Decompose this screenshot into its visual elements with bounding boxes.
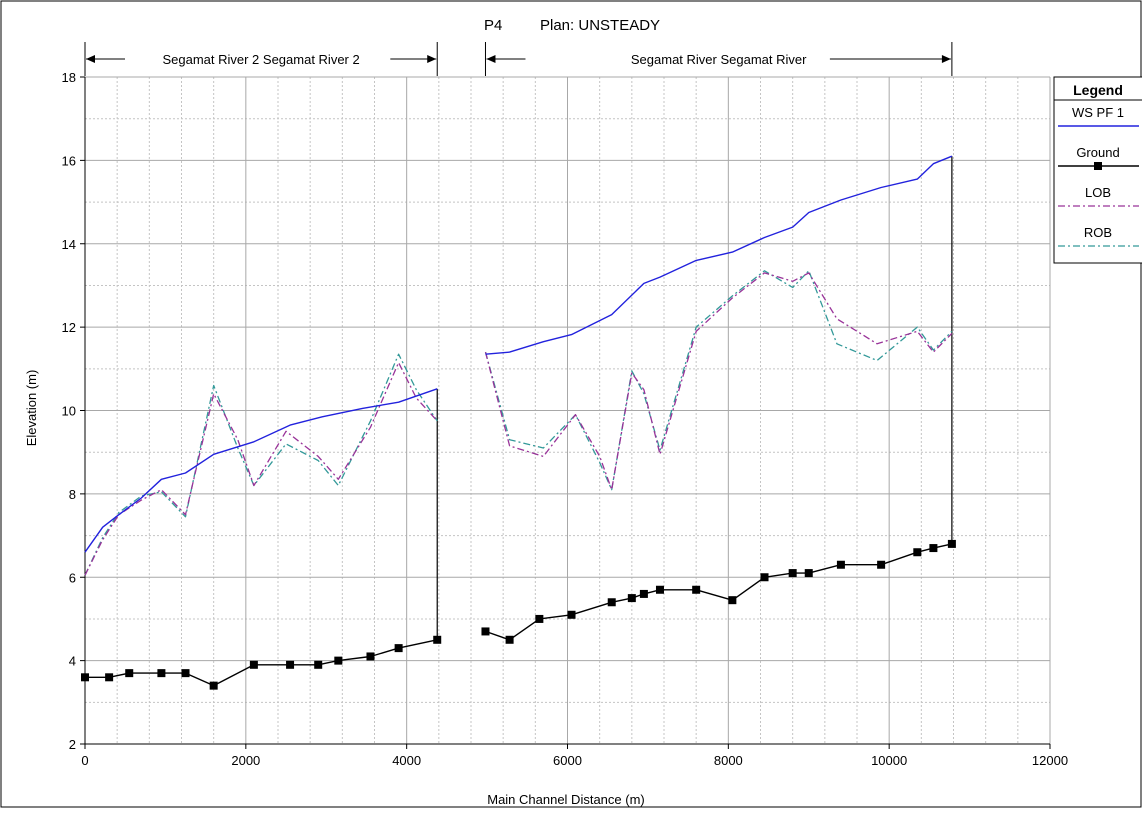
ground-marker: [913, 548, 922, 557]
ground-marker: [105, 673, 114, 682]
y-tick-label: 18: [62, 70, 76, 85]
x-axis-label: Main Channel Distance (m): [487, 792, 645, 807]
legend: Legend WS PF 1 Ground LOB ROB: [1053, 76, 1142, 264]
series-ground: [81, 539, 956, 690]
ground-marker: [209, 681, 218, 690]
reach-layer: Segamat River 2 Segamat River 2 Segamat R…: [84, 42, 953, 76]
series-line: [484, 272, 953, 491]
ground-marker: [929, 544, 938, 553]
series-line: [485, 155, 953, 355]
ground-marker: [760, 573, 769, 582]
ground-marker: [535, 614, 544, 623]
y-tick-label: 4: [69, 654, 76, 669]
ground-marker: [947, 539, 956, 548]
legend-title: Legend: [1073, 82, 1123, 98]
ground-marker: [394, 644, 403, 653]
y-tick-label: 12: [62, 320, 76, 335]
legend-swatch-marker: [1094, 162, 1102, 170]
ground-marker: [433, 635, 442, 644]
y-tick-label: 2: [69, 737, 76, 752]
x-tick-label: 0: [81, 753, 88, 768]
y-tick-label: 8: [69, 487, 76, 502]
legend-items: WS PF 1 Ground LOB ROB: [1058, 105, 1139, 247]
chart-title-right: Plan: UNSTEADY: [540, 17, 660, 34]
ground-marker: [607, 598, 616, 607]
y-tick-label: 14: [62, 237, 76, 252]
ground-marker: [314, 660, 323, 669]
ground-marker: [181, 669, 190, 678]
legend-label: Ground: [1076, 145, 1119, 160]
ground-marker: [157, 669, 166, 678]
series-line: [84, 388, 438, 553]
legend-label: WS PF 1: [1072, 105, 1124, 120]
x-tick-label: 6000: [553, 753, 582, 768]
ground-marker: [627, 594, 636, 603]
y-tick-label: 6: [69, 570, 76, 585]
y-tick-label: 16: [62, 153, 76, 168]
axes-layer: 0 2000 4000 6000 8000 10000 12000 2 4 6 8 10 12 14 16 1…: [62, 70, 1069, 768]
x-tick-label: 12000: [1032, 753, 1068, 768]
series-line: [485, 543, 953, 641]
x-tick-label: 2000: [231, 753, 260, 768]
reach-arrowhead-right: [941, 55, 951, 63]
y-axis-label: Elevation (m): [24, 370, 39, 447]
ground-marker: [125, 669, 134, 678]
ground-marker: [804, 569, 813, 578]
x-tick-label: 4000: [392, 753, 421, 768]
ground-marker: [836, 560, 845, 569]
ground-marker: [505, 635, 514, 644]
x-tick-label: 10000: [871, 753, 907, 768]
ground-marker: [481, 627, 490, 636]
ground-marker: [334, 656, 343, 665]
series-lob: [84, 272, 953, 576]
reach-label: Segamat River 2 Segamat River 2: [162, 52, 359, 67]
reach-arrowhead-right: [427, 55, 437, 63]
reach-label: Segamat River Segamat River: [631, 52, 807, 67]
series-line: [84, 353, 438, 576]
reach-arrowhead-left: [486, 55, 496, 63]
ground-marker: [728, 596, 737, 605]
reach-arrowhead-left: [86, 55, 95, 63]
ground-marker: [366, 652, 375, 661]
junction-layer: [436, 156, 953, 640]
legend-label: LOB: [1085, 185, 1111, 200]
chart-title-left: P4: [484, 17, 502, 34]
ground-marker: [692, 585, 701, 594]
x-tick-label: 8000: [714, 753, 743, 768]
ground-marker: [286, 660, 295, 669]
series-ws-pf-1: [84, 155, 953, 553]
ground-marker: [655, 585, 664, 594]
ground-marker: [639, 589, 648, 598]
ground-marker: [788, 569, 797, 578]
series-layer: [81, 155, 956, 690]
ground-marker: [249, 660, 258, 669]
y-tick-label: 10: [62, 404, 76, 419]
legend-label: ROB: [1084, 225, 1112, 240]
ground-marker: [81, 673, 89, 682]
ground-marker: [567, 610, 576, 619]
ground-marker: [877, 560, 886, 569]
